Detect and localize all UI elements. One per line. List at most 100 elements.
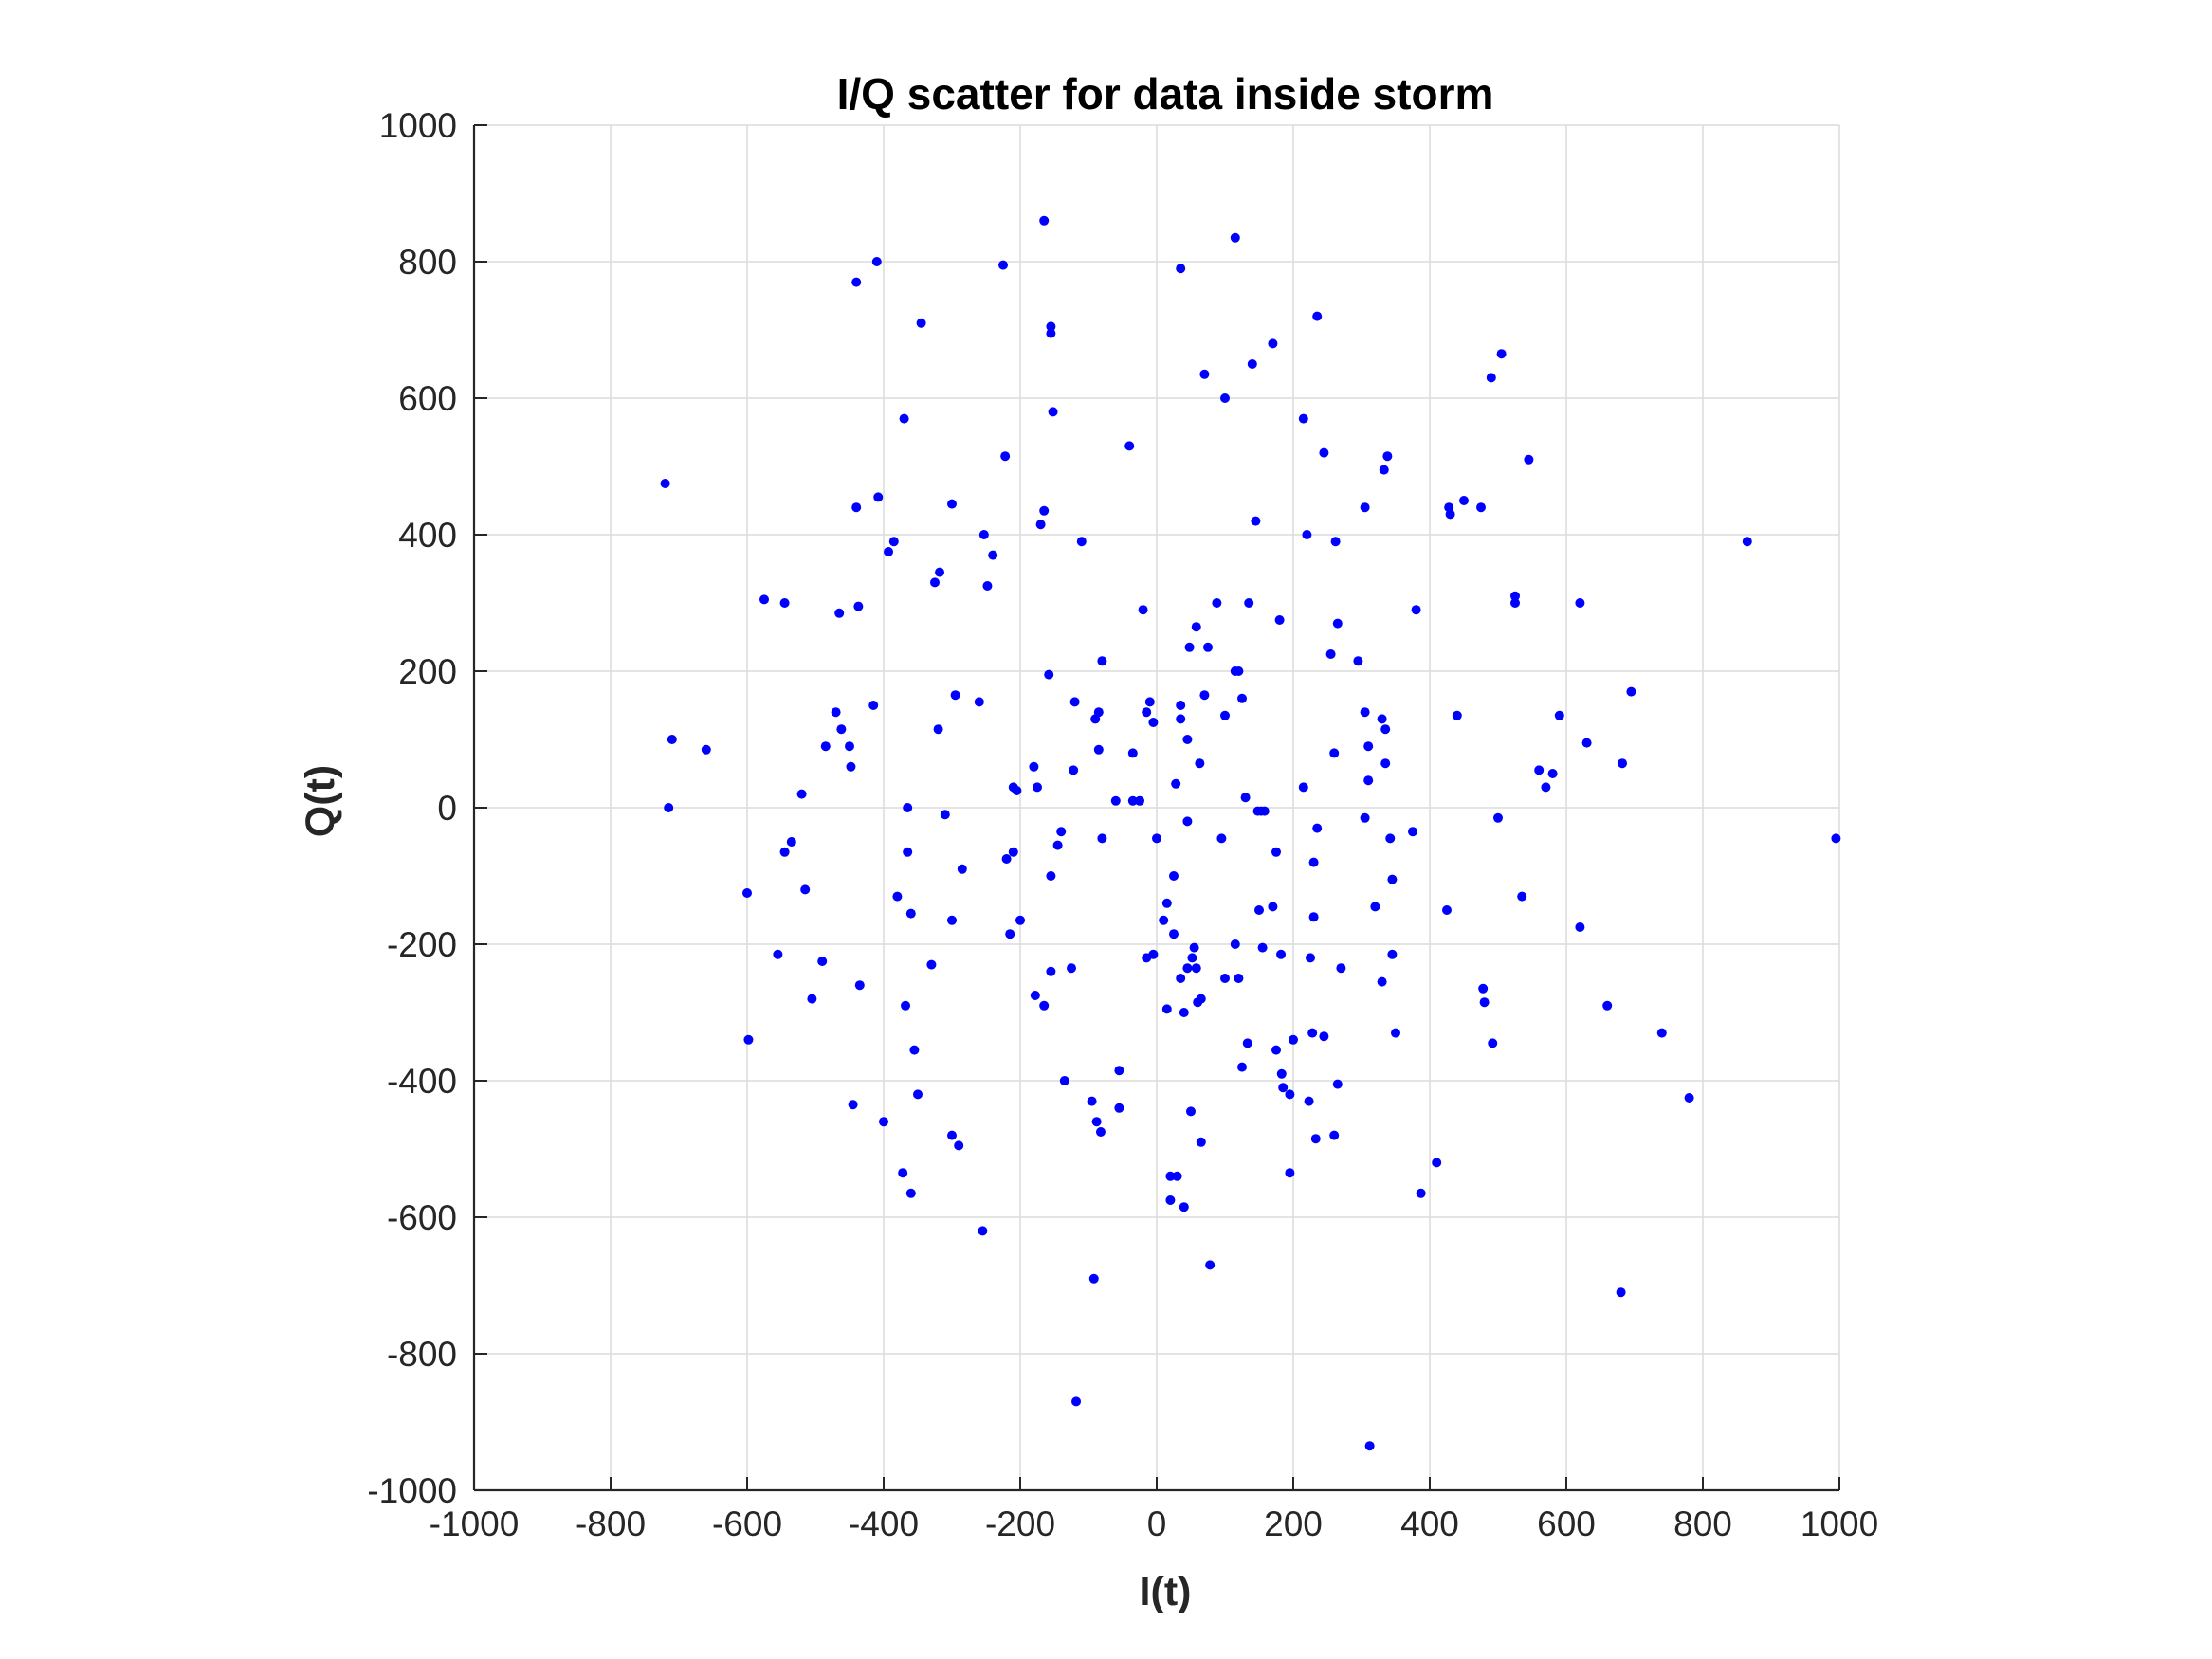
x-tick-label: -800 [576,1504,646,1543]
x-axis-label: I(t) [1140,1569,1192,1614]
data-point [1015,915,1025,925]
data-point [1205,1260,1216,1270]
data-point [1033,782,1042,793]
data-point [1169,871,1179,881]
data-point [1244,598,1254,608]
data-point [1195,758,1205,769]
data-point [1479,997,1490,1008]
data-point [1029,761,1039,772]
data-point [1165,1195,1176,1205]
data-point [1510,591,1520,601]
data-point [1148,718,1159,727]
data-point [1304,1096,1314,1106]
y-tick-label: -1000 [367,1471,457,1510]
data-point [1039,1000,1050,1011]
y-tick-label: 600 [398,379,457,418]
data-point [1379,465,1389,475]
data-point [1220,393,1230,403]
data-point [1459,496,1469,505]
data-point [1203,642,1213,652]
data-point [853,601,864,611]
data-point [1602,1000,1613,1011]
data-point [1035,520,1046,530]
data-point [988,550,998,560]
data-point [1268,338,1278,349]
data-point [1377,976,1387,987]
data-point [1046,966,1056,976]
data-point [1307,1028,1318,1038]
data-point [954,1140,964,1151]
data-point [1087,1096,1097,1106]
data-point [868,701,879,710]
data-point [873,492,884,502]
data-point [1478,983,1489,994]
data-point [1142,707,1152,718]
data-point [1445,509,1455,520]
data-point [1575,922,1585,932]
data-point [1161,898,1172,908]
data-point [1684,1093,1694,1103]
data-point [1161,1004,1172,1014]
data-point [759,594,769,605]
data-point [820,741,831,752]
data-point [1052,840,1063,850]
data-point [1452,710,1462,720]
data-point [1581,738,1592,748]
data-point [1176,714,1186,724]
data-point [871,257,882,266]
data-point [1237,1062,1247,1072]
data-point [1186,1106,1196,1117]
data-point [935,567,945,577]
data-point [851,502,862,513]
data-point [773,949,783,959]
tick-labels: -1000 -800 -600 -400 -200 0 200 400 600 800 1000 -1… [367,106,1878,1543]
data-point [660,479,670,488]
data-point [854,980,865,991]
data-point [947,1130,957,1140]
data-point [1496,349,1507,359]
data-point [1276,1068,1287,1079]
data-point [1124,441,1135,451]
data-point [1332,618,1343,629]
x-tick-label: 0 [1147,1504,1167,1543]
data-point [1332,1079,1343,1089]
data-point [1626,686,1636,697]
data-point [1046,871,1056,881]
data-point [1179,1202,1189,1212]
data-point [1234,666,1244,676]
data-point [1039,215,1050,226]
data-point [1044,669,1054,680]
data-point [1387,949,1398,959]
data-point [1191,622,1201,632]
data-point [926,959,937,970]
data-point [1135,795,1144,806]
data-point [834,608,845,618]
data-point [1039,505,1050,516]
data-point [1199,369,1210,379]
data-point [1097,656,1107,666]
x-tick-label: -400 [849,1504,919,1543]
data-point [779,847,790,857]
data-point [978,530,989,539]
x-tick-label: 200 [1264,1504,1323,1543]
data-point [903,847,913,857]
data-point [1534,765,1545,775]
data-point [978,1226,988,1236]
scatter-points [660,215,1841,1451]
data-point [1377,714,1387,724]
data-point [982,581,993,591]
data-point [846,761,856,772]
data-point [1325,649,1336,659]
data-point [1159,915,1169,925]
data-point [786,837,796,847]
data-point [664,803,674,812]
data-point [1274,615,1285,625]
data-point [899,413,909,424]
data-point [800,884,811,895]
data-point [903,803,913,812]
data-point [1247,359,1257,369]
data-point [1285,1089,1295,1100]
data-point [1088,1273,1099,1284]
data-point [1091,1117,1102,1127]
y-axis-label: Q(t) [298,765,343,837]
